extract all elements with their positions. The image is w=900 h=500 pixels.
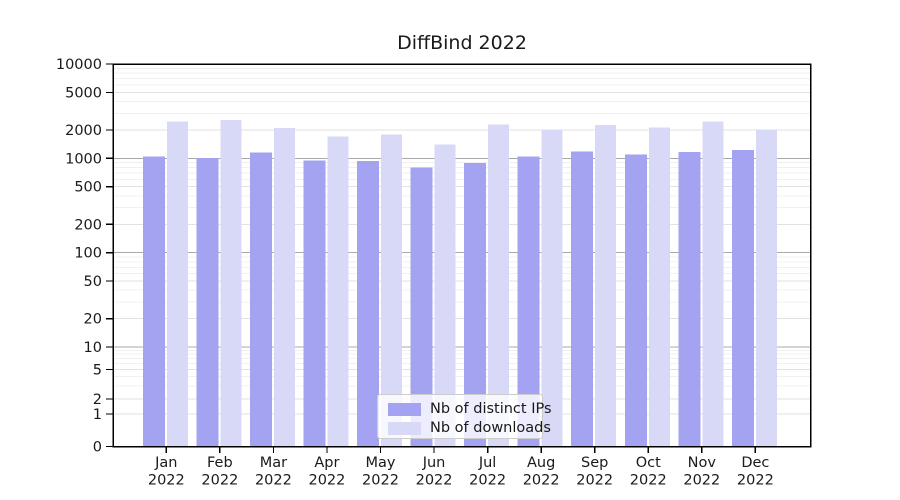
- bar-may-downloads: [381, 134, 402, 447]
- y-tick-label-1: 1: [93, 407, 102, 423]
- bar-apr-downloads: [327, 136, 349, 447]
- x-tick-label-sep: Sep: [581, 455, 608, 471]
- x-tick-label-jan: Jan: [154, 455, 177, 471]
- x-tick-year-jul: 2022: [469, 473, 506, 489]
- x-tick-year-may: 2022: [362, 473, 399, 489]
- bar-aug-downloads: [541, 129, 563, 447]
- bar-jun-distinct-ips: [410, 167, 433, 447]
- bar-feb-downloads: [220, 119, 242, 447]
- bar-mar-distinct-ips: [249, 152, 272, 447]
- axes-frame: [112, 63, 812, 448]
- bar-apr-distinct-ips: [303, 160, 326, 447]
- legend-swatch-distinct-ips: [388, 403, 421, 416]
- y-tick-label-500: 500: [74, 180, 102, 196]
- bar-nov-distinct-ips: [678, 151, 701, 447]
- bar-jan-downloads: [166, 121, 188, 447]
- y-tick-label-50: 50: [84, 274, 102, 290]
- bar-mar-downloads: [273, 127, 295, 447]
- legend-label-distinct-ips: Nb of distinct IPs: [430, 401, 552, 417]
- y-tick-label-0: 0: [93, 440, 102, 456]
- x-tick-label-jun: Jun: [422, 455, 446, 471]
- bar-jul-downloads: [488, 124, 510, 447]
- legend-item-downloads: Nb of downloads: [388, 419, 551, 438]
- bar-sep-distinct-ips: [571, 151, 594, 447]
- x-tick-label-apr: Apr: [314, 455, 339, 471]
- x-tick-label-nov: Nov: [688, 455, 717, 471]
- x-tick-label-jul: Jul: [478, 455, 497, 471]
- legend-swatch-downloads: [388, 422, 421, 435]
- chart-title: DiffBind 2022: [397, 32, 527, 54]
- bar-jan-distinct-ips: [142, 156, 165, 447]
- bar-sep-downloads: [595, 125, 617, 447]
- y-tick-label-100: 100: [74, 246, 102, 262]
- x-tick-label-feb: Feb: [207, 455, 233, 471]
- x-tick-year-jan: 2022: [148, 473, 185, 489]
- x-tick-year-apr: 2022: [308, 473, 345, 489]
- y-tick-label-200: 200: [74, 217, 102, 233]
- x-tick-label-mar: Mar: [260, 455, 287, 471]
- bar-feb-distinct-ips: [196, 157, 219, 447]
- y-tick-label-1000: 1000: [65, 151, 102, 167]
- bar-jul-distinct-ips: [464, 163, 487, 447]
- x-tick-year-sep: 2022: [576, 473, 613, 489]
- y-tick-label-10: 10: [84, 340, 102, 356]
- x-tick-label-aug: Aug: [527, 455, 555, 471]
- bar-nov-downloads: [702, 121, 724, 447]
- bar-dec-distinct-ips: [731, 150, 754, 447]
- y-tick-label-10000: 10000: [56, 57, 102, 73]
- x-tick-label-oct: Oct: [636, 455, 661, 471]
- x-tick-label-may: May: [366, 455, 396, 471]
- bar-aug-distinct-ips: [517, 156, 540, 447]
- bar-may-distinct-ips: [357, 161, 379, 447]
- x-tick-year-nov: 2022: [683, 473, 720, 489]
- x-tick-year-feb: 2022: [201, 473, 238, 489]
- bar-jun-downloads: [434, 144, 456, 447]
- bar-oct-downloads: [648, 127, 670, 447]
- legend: Nb of distinct IPs Nb of downloads: [377, 394, 552, 439]
- y-tick-label-2: 2: [93, 392, 102, 408]
- x-tick-year-dec: 2022: [737, 473, 774, 489]
- y-tick-label-20: 20: [84, 312, 102, 328]
- y-tick-label-5: 5: [93, 363, 102, 379]
- bar-dec-downloads: [755, 129, 777, 447]
- x-tick-year-oct: 2022: [630, 473, 667, 489]
- x-tick-year-mar: 2022: [255, 473, 292, 489]
- legend-label-downloads: Nb of downloads: [430, 420, 551, 436]
- bar-oct-distinct-ips: [624, 154, 647, 447]
- y-tick-label-2000: 2000: [65, 123, 102, 139]
- x-tick-label-dec: Dec: [741, 455, 769, 471]
- x-tick-year-aug: 2022: [523, 473, 560, 489]
- x-tick-year-jun: 2022: [416, 473, 453, 489]
- legend-item-distinct-ips: Nb of distinct IPs: [388, 400, 552, 419]
- y-tick-label-5000: 5000: [65, 85, 102, 101]
